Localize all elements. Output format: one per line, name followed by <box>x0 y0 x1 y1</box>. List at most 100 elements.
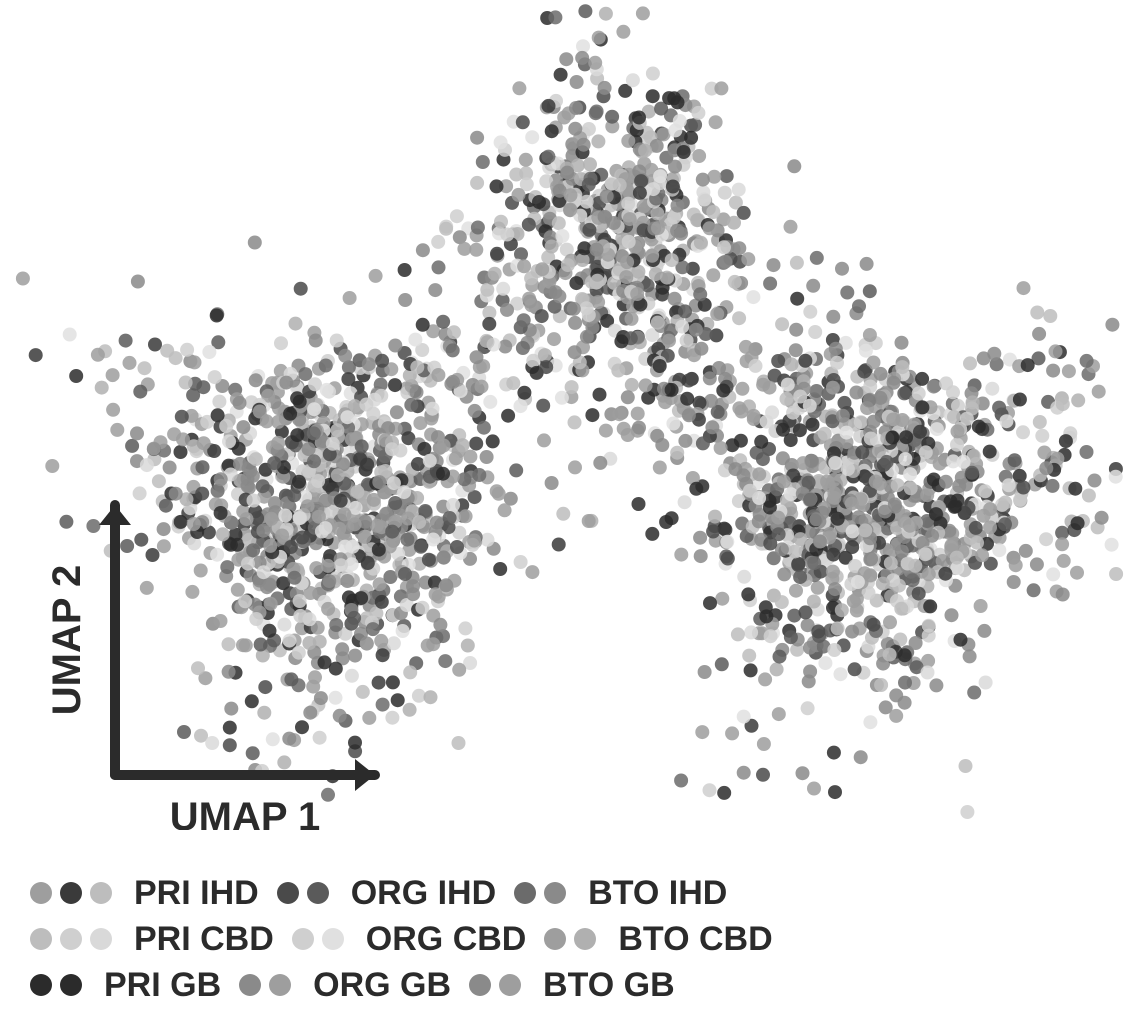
data-point <box>342 590 356 604</box>
data-point <box>671 95 685 109</box>
data-point <box>210 548 224 562</box>
data-point <box>343 291 357 305</box>
legend-label: ORG IHD <box>351 874 496 913</box>
data-point <box>903 467 917 481</box>
data-point <box>939 475 953 489</box>
data-point <box>632 111 646 125</box>
data-point <box>391 693 405 707</box>
data-point <box>372 676 386 690</box>
data-point <box>630 287 644 301</box>
data-point <box>59 515 73 529</box>
data-point <box>693 287 707 301</box>
data-point <box>524 298 538 312</box>
data-point <box>289 317 303 331</box>
data-point <box>298 367 312 381</box>
data-point <box>852 299 866 313</box>
data-point <box>174 445 188 459</box>
legend-swatch-dot <box>90 882 112 904</box>
data-point <box>1092 385 1106 399</box>
data-point <box>490 247 504 261</box>
data-point <box>185 585 199 599</box>
data-point <box>1013 393 1027 407</box>
data-point <box>854 750 868 764</box>
legend: PRI IHDORG IHDBTO IHDPRI CBDORG CBDBTO C… <box>30 870 791 1008</box>
data-point <box>577 138 591 152</box>
legend-swatches <box>30 974 90 996</box>
data-point <box>979 676 993 690</box>
data-point <box>403 703 417 717</box>
data-point <box>1080 445 1094 459</box>
data-point <box>567 302 581 316</box>
data-point <box>321 788 335 802</box>
data-point <box>307 402 321 416</box>
data-point <box>619 270 633 284</box>
data-point <box>715 657 729 671</box>
legend-label: PRI GB <box>104 966 221 1005</box>
data-point <box>744 625 758 639</box>
data-point <box>678 495 692 509</box>
data-point <box>793 532 807 546</box>
data-point <box>568 316 582 330</box>
data-point <box>732 183 746 197</box>
data-point <box>180 343 194 357</box>
data-point <box>556 507 570 521</box>
data-point <box>791 558 805 572</box>
data-point <box>898 696 912 710</box>
data-point <box>616 25 630 39</box>
data-point <box>147 442 161 456</box>
data-point <box>848 662 862 676</box>
data-point <box>696 173 710 187</box>
data-point <box>439 222 453 236</box>
data-point <box>254 638 268 652</box>
data-point <box>659 515 673 529</box>
data-point <box>194 564 208 578</box>
data-point <box>718 255 732 269</box>
data-point <box>452 663 466 677</box>
data-point <box>334 558 348 572</box>
data-point <box>807 556 821 570</box>
data-point <box>450 540 464 554</box>
data-point <box>698 665 712 679</box>
data-point <box>959 759 973 773</box>
data-point <box>721 552 735 566</box>
data-point <box>1109 470 1123 484</box>
data-point <box>423 454 437 468</box>
data-point <box>918 547 932 561</box>
data-point <box>668 292 682 306</box>
data-point <box>913 425 927 439</box>
data-point <box>295 720 309 734</box>
data-point <box>331 468 345 482</box>
data-point <box>388 496 402 510</box>
data-point <box>803 641 817 655</box>
data-point <box>674 774 688 788</box>
data-point <box>983 445 997 459</box>
data-point <box>974 599 988 613</box>
data-point <box>947 410 961 424</box>
data-point <box>290 391 304 405</box>
data-point <box>538 348 552 362</box>
data-point <box>863 380 877 394</box>
data-point <box>805 454 819 468</box>
data-point <box>256 479 270 493</box>
data-point <box>590 105 604 119</box>
data-point <box>827 473 841 487</box>
data-point <box>593 388 607 402</box>
data-point <box>330 423 344 437</box>
data-point <box>16 272 30 286</box>
data-point <box>476 155 490 169</box>
data-point <box>605 110 619 124</box>
data-point <box>410 360 424 374</box>
data-point <box>737 468 751 482</box>
data-point <box>1027 583 1041 597</box>
legend-label: BTO GB <box>543 966 675 1005</box>
legend-swatches <box>239 974 299 996</box>
data-point <box>358 530 372 544</box>
data-point <box>163 461 177 475</box>
data-point <box>477 421 491 435</box>
data-point <box>912 587 926 601</box>
data-point <box>796 766 810 780</box>
data-point <box>369 269 383 283</box>
data-point <box>426 533 440 547</box>
data-point <box>697 192 711 206</box>
data-point <box>650 207 664 221</box>
